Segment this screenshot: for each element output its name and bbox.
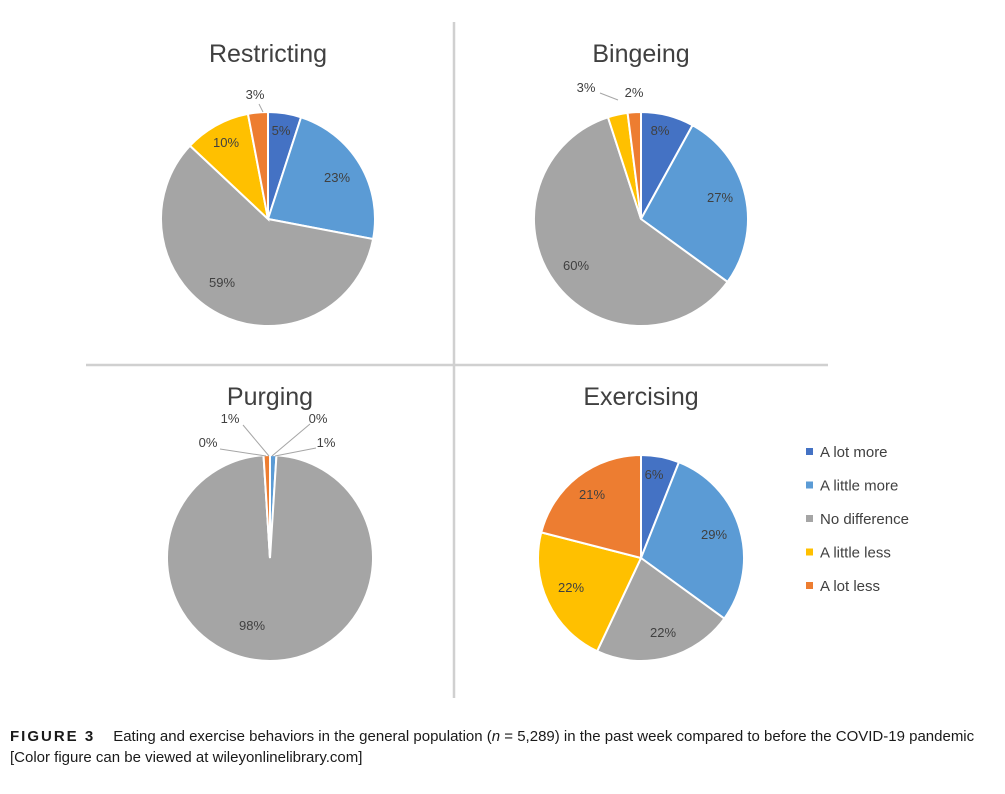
leader-line-purging-a-little-less (219, 448, 267, 457)
data-label-purging-a-lot-more: 0% (309, 411, 328, 426)
leader-line-purging-a-lot-less (242, 424, 270, 457)
caption-text-after-n: = 5,289) in the past week compared to be… (500, 728, 975, 745)
caption-line-2: [Color figure can be viewed at wileyonli… (10, 749, 363, 766)
data-label-exercising-a-lot-more: 6% (645, 467, 664, 482)
slice-bingeing-a-lot-less (626, 110, 642, 220)
slice-restricting-no-difference (160, 144, 375, 327)
figure-caption: FIGURE 3 Eating and exercise behaviors in… (10, 726, 1000, 768)
slice-restricting-a-little-more (266, 115, 376, 241)
legend-label-a-lot-more: A lot more (820, 444, 888, 461)
figure-charts: Restricting 5% 23% 59% 10% 3% Bingeing 8% 27% 60%… (86, 22, 909, 698)
slice-bingeing-no-difference (533, 115, 729, 327)
data-label-exercising-a-little-less: 22% (558, 580, 584, 595)
data-label-bingeing-a-lot-less: 2% (625, 85, 644, 100)
data-label-bingeing-a-lot-more: 8% (651, 123, 670, 138)
data-label-purging-a-little-less: 0% (199, 435, 218, 450)
data-label-bingeing-a-little-less: 3% (577, 80, 596, 95)
slice-exercising-a-little-more (639, 460, 746, 620)
slice-restricting-a-lot-less (246, 110, 269, 220)
data-label-restricting-a-lot-less: 3% (246, 87, 265, 102)
data-label-restricting-a-little-more: 23% (324, 170, 350, 185)
legend-swatch-a-lot-less (806, 582, 813, 589)
slice-exercising-a-little-less (537, 531, 643, 653)
leader-line-purging-a-lot-more (271, 423, 311, 457)
quadrant-dividers (86, 22, 828, 698)
pie-exercising: Exercising 6% 29% 22% 22% 21% (537, 383, 746, 662)
data-label-restricting-no-difference: 59% (209, 275, 235, 290)
data-label-restricting-a-lot-more: 5% (272, 123, 291, 138)
legend-label-a-little-more: A little more (820, 478, 898, 495)
data-label-restricting-a-little-less: 10% (213, 135, 239, 150)
caption-text-before-n: Eating and exercise behaviors in the gen… (113, 728, 492, 745)
leader-line-bingeing-a-little-less (599, 92, 619, 101)
legend-swatch-a-little-less (806, 548, 813, 556)
pie-restricting: Restricting 5% 23% 59% 10% 3% (160, 40, 376, 327)
chart-title-bingeing: Bingeing (592, 40, 689, 68)
data-label-exercising-a-lot-less: 21% (579, 487, 605, 502)
caption-line-1: FIGURE 3 Eating and exercise behaviors in… (10, 726, 1000, 747)
data-label-bingeing-no-difference: 60% (563, 258, 589, 273)
legend-swatch-no-difference (806, 515, 813, 522)
chart-title-purging: Purging (227, 383, 313, 411)
caption-n-symbol: n (491, 728, 501, 745)
pie-bingeing: Bingeing 8% 27% 60% 3% 2% (533, 40, 749, 327)
data-label-exercising-a-little-more: 29% (701, 527, 727, 542)
data-label-purging-a-little-more: 1% (317, 435, 336, 450)
slice-exercising-a-lot-less (540, 453, 642, 560)
pie-charts: Restricting 5% 23% 59% 10% 3% Bingeing 8% 27% 60%… (160, 40, 749, 662)
data-label-purging-a-lot-less: 1% (221, 411, 240, 426)
data-label-bingeing-a-little-more: 27% (707, 190, 733, 205)
legend-label-no-difference: No difference (820, 511, 909, 528)
legend-swatch-a-lot-more (806, 448, 813, 455)
leader-line-purging-a-little-more (274, 447, 317, 457)
slice-bingeing-a-little-more (639, 123, 749, 284)
data-label-purging-no-difference: 98% (239, 618, 265, 633)
legend-label-a-little-less: A little less (820, 545, 891, 562)
figure-label: FIGURE 3 (10, 728, 96, 745)
data-label-exercising-no-difference: 22% (650, 625, 676, 640)
chart-title-restricting: Restricting (209, 40, 327, 68)
legend-swatch-a-little-more (806, 481, 813, 489)
leader-line-restricting-a-lot-less (258, 103, 264, 113)
legend-label-a-lot-less: A lot less (820, 578, 880, 595)
slice-purging-no-difference (166, 454, 374, 662)
legend: A lot more A little more No difference A li… (806, 444, 909, 595)
chart-title-exercising: Exercising (583, 383, 698, 411)
